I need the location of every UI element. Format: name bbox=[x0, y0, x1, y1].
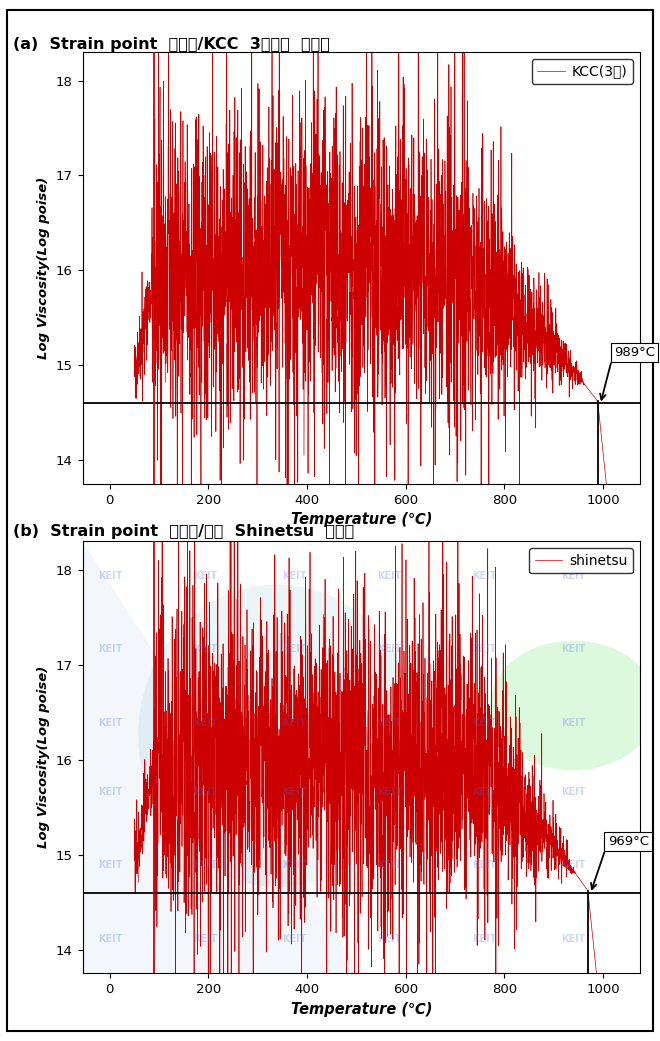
KCC(3차) bbox=[622, 661, 630, 674]
Ellipse shape bbox=[138, 585, 417, 887]
KCC(3차) bbox=[559, 347, 567, 359]
Text: KEIT: KEIT bbox=[561, 860, 585, 870]
Text: (b)  Strain point  그래프/일본  Shinetsu  시제품: (b) Strain point 그래프/일본 Shinetsu 시제품 bbox=[13, 524, 354, 538]
Legend: KCC(3차): KCC(3차) bbox=[532, 59, 633, 84]
X-axis label: Temperature (℃): Temperature (℃) bbox=[290, 1001, 432, 1017]
shinetsu bbox=[158, 438, 166, 451]
Y-axis label: Log Viscosity(Log poise): Log Viscosity(Log poise) bbox=[37, 666, 50, 848]
Text: KEIT: KEIT bbox=[98, 717, 123, 728]
Text: KEIT: KEIT bbox=[561, 644, 585, 655]
Line: shinetsu: shinetsu bbox=[135, 445, 626, 1041]
KCC(3차) bbox=[340, 255, 348, 268]
Text: KEIT: KEIT bbox=[282, 787, 307, 797]
KCC(3차) bbox=[612, 569, 620, 582]
Circle shape bbox=[490, 640, 657, 770]
Text: KEIT: KEIT bbox=[561, 934, 585, 944]
Text: KEIT: KEIT bbox=[282, 570, 307, 581]
Text: KEIT: KEIT bbox=[561, 717, 585, 728]
Text: 969°C: 969°C bbox=[608, 835, 649, 848]
shinetsu bbox=[319, 641, 327, 654]
Text: KEIT: KEIT bbox=[193, 934, 217, 944]
Text: KEIT: KEIT bbox=[472, 570, 496, 581]
shinetsu bbox=[216, 777, 224, 789]
KCC(3차) bbox=[216, 385, 224, 398]
shinetsu bbox=[187, 760, 195, 772]
KCC(3차) bbox=[186, 250, 194, 262]
Text: KEIT: KEIT bbox=[377, 570, 401, 581]
Text: KEIT: KEIT bbox=[193, 644, 217, 655]
Text: KEIT: KEIT bbox=[472, 860, 496, 870]
shinetsu bbox=[340, 674, 348, 686]
Text: KEIT: KEIT bbox=[561, 570, 585, 581]
Text: (a)  Strain point  그래프/KCC  3차년도  시제품: (a) Strain point 그래프/KCC 3차년도 시제품 bbox=[13, 37, 330, 52]
Text: KEIT: KEIT bbox=[282, 717, 307, 728]
Text: KEIT: KEIT bbox=[193, 787, 217, 797]
Text: KEIT: KEIT bbox=[282, 934, 307, 944]
Text: KEIT: KEIT bbox=[98, 934, 123, 944]
Text: KEIT: KEIT bbox=[282, 644, 307, 655]
Text: KEIT: KEIT bbox=[193, 860, 217, 870]
Text: 989°C: 989°C bbox=[614, 346, 655, 359]
Line: KCC(3차): KCC(3차) bbox=[135, 0, 626, 667]
Text: KEIT: KEIT bbox=[472, 934, 496, 944]
Text: KEIT: KEIT bbox=[377, 644, 401, 655]
Y-axis label: Log Viscosity(Log poise): Log Viscosity(Log poise) bbox=[37, 177, 50, 359]
KCC(3차) bbox=[319, 335, 327, 348]
Text: KEIT: KEIT bbox=[98, 787, 123, 797]
Text: KEIT: KEIT bbox=[282, 860, 307, 870]
Text: KEIT: KEIT bbox=[472, 644, 496, 655]
Text: KEIT: KEIT bbox=[561, 787, 585, 797]
X-axis label: Temperature (℃): Temperature (℃) bbox=[290, 512, 432, 528]
Text: KEIT: KEIT bbox=[98, 570, 123, 581]
shinetsu bbox=[131, 854, 139, 866]
Text: KEIT: KEIT bbox=[377, 717, 401, 728]
Legend: shinetsu: shinetsu bbox=[529, 549, 633, 574]
shinetsu bbox=[559, 854, 567, 866]
Text: KEIT: KEIT bbox=[98, 860, 123, 870]
Text: KEIT: KEIT bbox=[472, 787, 496, 797]
Text: KEIT: KEIT bbox=[377, 860, 401, 870]
Text: KEIT: KEIT bbox=[377, 787, 401, 797]
Polygon shape bbox=[82, 541, 362, 973]
Text: KEIT: KEIT bbox=[98, 644, 123, 655]
Text: KEIT: KEIT bbox=[377, 934, 401, 944]
Text: KEIT: KEIT bbox=[193, 570, 217, 581]
KCC(3차) bbox=[131, 360, 139, 373]
Text: KEIT: KEIT bbox=[193, 717, 217, 728]
Text: KEIT: KEIT bbox=[472, 717, 496, 728]
